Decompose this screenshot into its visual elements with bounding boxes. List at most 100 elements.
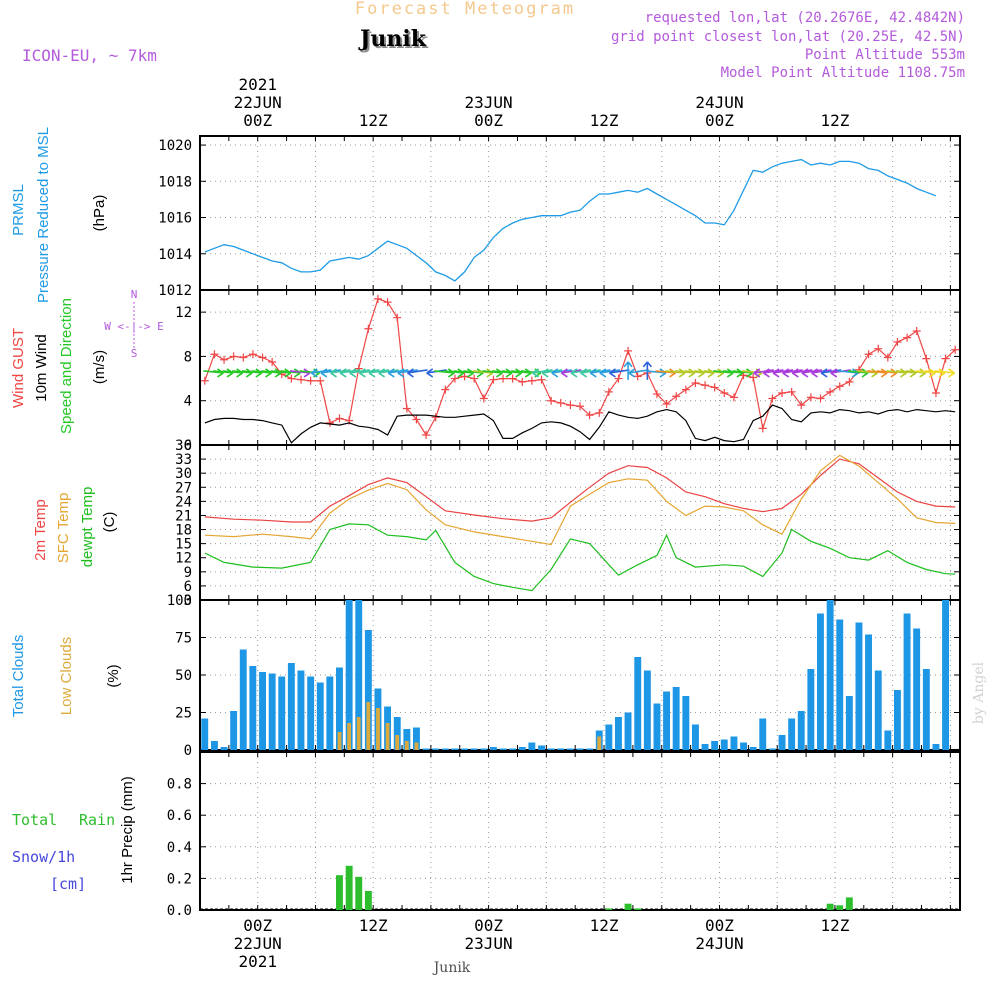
wind-direction-arrow bbox=[330, 368, 351, 378]
gust-marker bbox=[556, 398, 565, 407]
gust-marker bbox=[306, 376, 315, 385]
temp-2m-line bbox=[204, 458, 956, 523]
gust-marker bbox=[335, 414, 344, 423]
gust-marker bbox=[325, 418, 334, 427]
total-cloud-bar bbox=[817, 613, 824, 750]
total-cloud-bar bbox=[672, 687, 680, 750]
gust-marker bbox=[220, 355, 229, 364]
y-tick-label: 8 bbox=[184, 349, 192, 365]
gust-line bbox=[204, 298, 956, 437]
model-altitude: Model Point Altitude 1108.75m bbox=[721, 65, 965, 81]
gust-marker bbox=[720, 388, 729, 397]
wind10m-line bbox=[204, 404, 956, 444]
gust-marker bbox=[604, 387, 613, 396]
y-tick-label: 33 bbox=[175, 452, 192, 468]
total-cloud-bar bbox=[711, 741, 719, 750]
wind-gust-label: Wind GUST bbox=[10, 328, 27, 408]
low-cloud-bar bbox=[337, 732, 342, 750]
rain-bar bbox=[345, 865, 353, 910]
y-tick-label: 25 bbox=[175, 706, 192, 722]
time-label-bottom: 00Z bbox=[243, 916, 272, 935]
total-cloud-bar bbox=[634, 657, 642, 750]
total-cloud-bar bbox=[836, 619, 844, 750]
wind-direction-arrow bbox=[623, 361, 633, 380]
y-tick-label: 15 bbox=[175, 537, 192, 553]
total-cloud-bar bbox=[576, 748, 584, 750]
total-cloud-bar bbox=[509, 748, 517, 750]
total-cloud-bar bbox=[345, 600, 353, 750]
total-cloud-bar bbox=[249, 666, 257, 750]
gust-marker bbox=[431, 413, 440, 422]
gust-marker bbox=[258, 353, 267, 362]
y-tick-label: 75 bbox=[175, 631, 192, 647]
location-title-front: Junik bbox=[358, 26, 427, 52]
total-cloud-bar bbox=[566, 748, 574, 750]
y-tick-label: 27 bbox=[175, 480, 192, 496]
gust-marker bbox=[941, 354, 950, 363]
gust-marker bbox=[585, 411, 594, 420]
wind-direction-arrow bbox=[628, 368, 649, 378]
y-tick-label: 1014 bbox=[158, 247, 192, 263]
total-cloud-bar bbox=[643, 670, 651, 750]
total-cloud-bar bbox=[490, 747, 497, 750]
time-label-top: 12Z bbox=[820, 111, 849, 130]
total-cloud-bar bbox=[845, 696, 853, 750]
gust-marker bbox=[797, 401, 806, 410]
gust-marker bbox=[835, 382, 844, 391]
gust-marker bbox=[200, 376, 209, 385]
low-cloud-bar bbox=[385, 723, 390, 750]
gust-marker bbox=[951, 345, 960, 354]
time-label-bottom: 12Z bbox=[820, 916, 849, 935]
total-cloud-bar bbox=[220, 747, 228, 750]
wind-unit: (m/s) bbox=[91, 350, 108, 384]
pressure-unit: (hPa) bbox=[91, 195, 108, 232]
gust-marker bbox=[393, 313, 402, 322]
gust-marker bbox=[287, 374, 296, 383]
cloud-labels: Total Clouds Low Clouds (%) bbox=[10, 635, 122, 718]
gust-marker bbox=[537, 375, 546, 384]
rain-bar bbox=[605, 908, 613, 910]
total-cloud-bar bbox=[239, 649, 247, 750]
total-cloud-bar bbox=[307, 676, 315, 750]
gust-marker bbox=[373, 294, 382, 303]
time-label-top: 12Z bbox=[590, 111, 619, 130]
gust-marker bbox=[749, 373, 758, 382]
time-label-bottom: 2021 bbox=[238, 952, 277, 971]
gust-marker bbox=[681, 385, 690, 394]
time-label-top: 22JUN bbox=[234, 93, 282, 112]
temp-dewpt-label: dewpt Temp bbox=[79, 487, 96, 568]
total-cloud-bar bbox=[403, 729, 411, 750]
gust-marker bbox=[412, 415, 421, 424]
wind-10m-label: 10m Wind bbox=[33, 334, 50, 402]
rain-bar bbox=[336, 875, 343, 910]
total-cloud-bar bbox=[913, 628, 921, 750]
gust-marker bbox=[710, 383, 719, 392]
total-cloud-bar bbox=[201, 718, 209, 750]
gust-marker bbox=[826, 387, 835, 396]
rain-bar bbox=[845, 897, 853, 910]
wind-direction-arrow bbox=[589, 368, 611, 378]
low-cloud-bar bbox=[376, 708, 380, 750]
gust-marker bbox=[787, 387, 796, 396]
total-cloud-bar bbox=[422, 748, 430, 750]
wind-direction-arrow bbox=[772, 368, 794, 378]
y-tick-label: 30 bbox=[175, 466, 192, 482]
time-label-top: 24JUN bbox=[695, 93, 743, 112]
y-tick-label: 21 bbox=[175, 508, 192, 524]
gust-marker bbox=[729, 393, 738, 402]
total-cloud-bar bbox=[894, 690, 901, 750]
total-cloud-bar bbox=[932, 744, 940, 750]
gust-marker bbox=[518, 377, 527, 386]
total-cloud-bar bbox=[855, 622, 863, 750]
wind-direction-arrow bbox=[532, 368, 553, 378]
gust-marker bbox=[576, 402, 584, 411]
gust-marker bbox=[778, 388, 787, 397]
gust-marker bbox=[508, 374, 517, 383]
wind-direction-arrow bbox=[570, 368, 592, 378]
total-cloud-bar bbox=[287, 663, 295, 750]
gust-marker bbox=[297, 375, 306, 384]
total-cloud-bar bbox=[480, 748, 488, 750]
gust-marker bbox=[874, 344, 883, 353]
